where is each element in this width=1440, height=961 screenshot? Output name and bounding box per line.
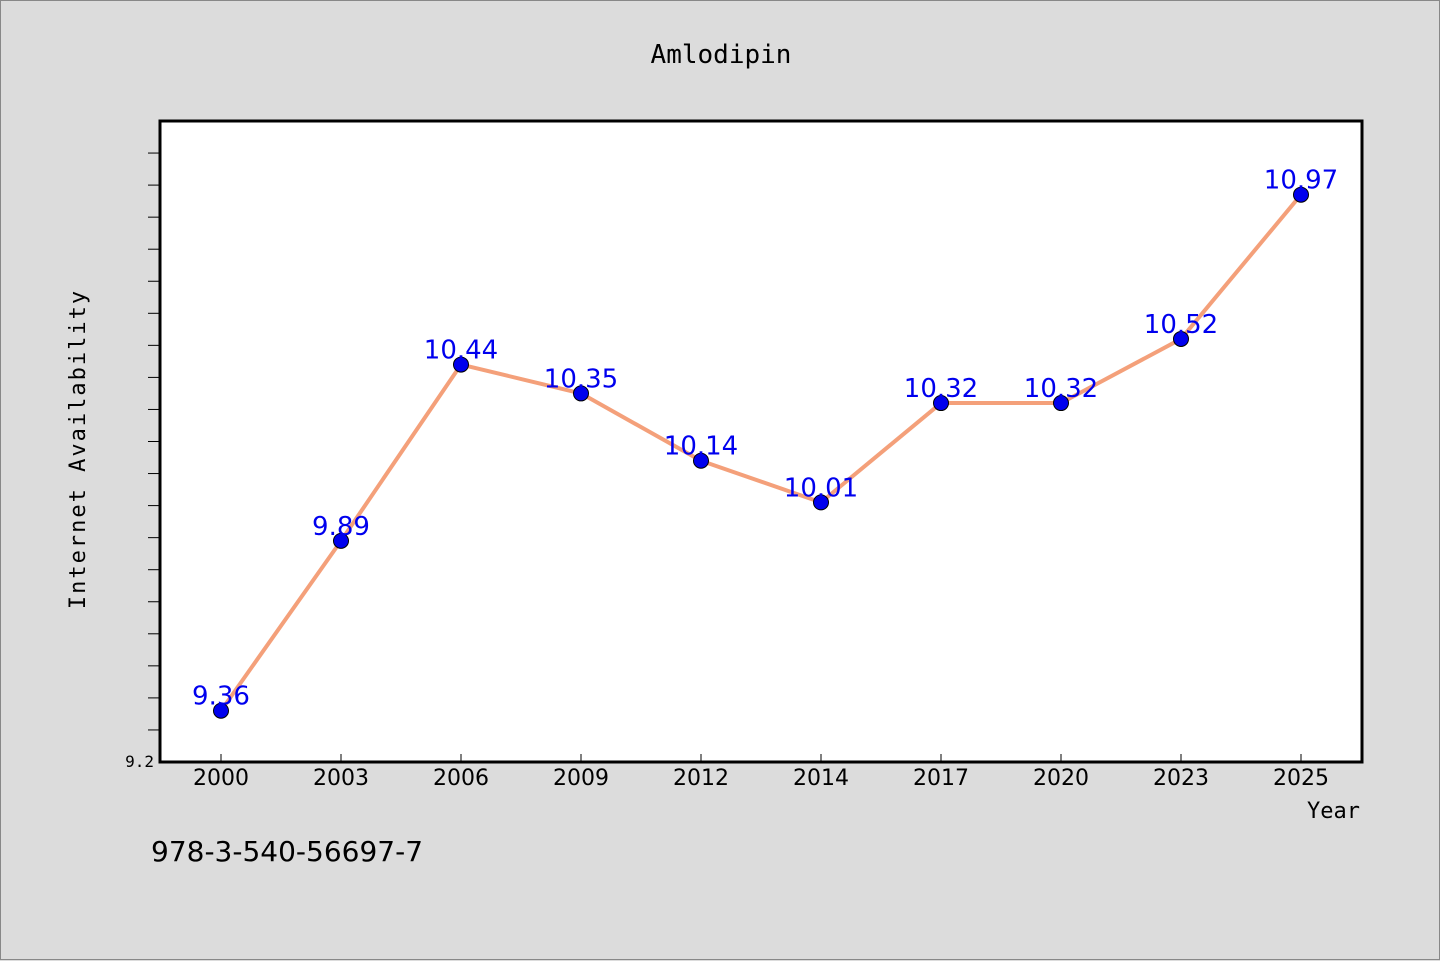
data-point bbox=[573, 385, 589, 402]
series-line bbox=[219, 192, 1303, 713]
data-point bbox=[933, 395, 949, 412]
data-label: 10.52 bbox=[1144, 310, 1218, 340]
y-axis-ticks bbox=[148, 152, 160, 731]
x-tick-label: 2023 bbox=[1153, 766, 1209, 791]
data-label: 10.01 bbox=[784, 473, 858, 503]
x-tick-label: 2000 bbox=[193, 766, 249, 791]
x-tick-label: 2012 bbox=[673, 766, 729, 791]
data-point bbox=[453, 356, 469, 373]
series-markers-group bbox=[213, 186, 1309, 719]
y-axis-label: Internet Availability bbox=[66, 289, 91, 609]
data-point bbox=[1173, 330, 1189, 347]
series-line-group bbox=[219, 192, 1303, 713]
footer-code: 978-3-540-56697-7 bbox=[151, 835, 424, 868]
data-label: 10.32 bbox=[904, 374, 978, 404]
data-point bbox=[693, 452, 709, 469]
y-tick-label: 9.2 bbox=[125, 752, 154, 771]
x-tick-label: 2009 bbox=[553, 766, 609, 791]
x-tick-label: 2003 bbox=[313, 766, 369, 791]
y-axis-tick-labels: 9.2 bbox=[125, 752, 154, 771]
data-label: 10.97 bbox=[1264, 166, 1338, 196]
data-label: 9.36 bbox=[192, 682, 250, 712]
data-label: 10.35 bbox=[544, 364, 618, 394]
x-tick-label: 2025 bbox=[1273, 766, 1329, 791]
data-label: 10.44 bbox=[424, 336, 498, 366]
x-tick-label: 2014 bbox=[793, 766, 849, 791]
data-label: 10.14 bbox=[664, 432, 738, 462]
data-point bbox=[213, 702, 229, 719]
x-tick-label: 2017 bbox=[913, 766, 969, 791]
x-axis-tick-labels: 2000 2003 2006 2009 2012 2014 2017 2020 2023 2025 bbox=[193, 766, 1329, 791]
x-tick-label: 2006 bbox=[433, 766, 489, 791]
x-axis-label: Year bbox=[1307, 799, 1360, 824]
x-axis-ticks bbox=[220, 754, 1302, 762]
data-point bbox=[813, 494, 829, 511]
data-point bbox=[1293, 186, 1309, 203]
x-tick-label: 2020 bbox=[1033, 766, 1089, 791]
data-label: 9.89 bbox=[312, 512, 370, 542]
plot-area bbox=[158, 119, 1364, 764]
data-label: 10.32 bbox=[1024, 374, 1098, 404]
data-point bbox=[333, 532, 349, 549]
data-point bbox=[1053, 395, 1069, 412]
data-labels-group: 9.36 9.89 10.44 10.35 10.14 10.01 10.32 10.32 10… bbox=[192, 166, 1338, 712]
chart-title: Amlodipin bbox=[651, 40, 792, 70]
